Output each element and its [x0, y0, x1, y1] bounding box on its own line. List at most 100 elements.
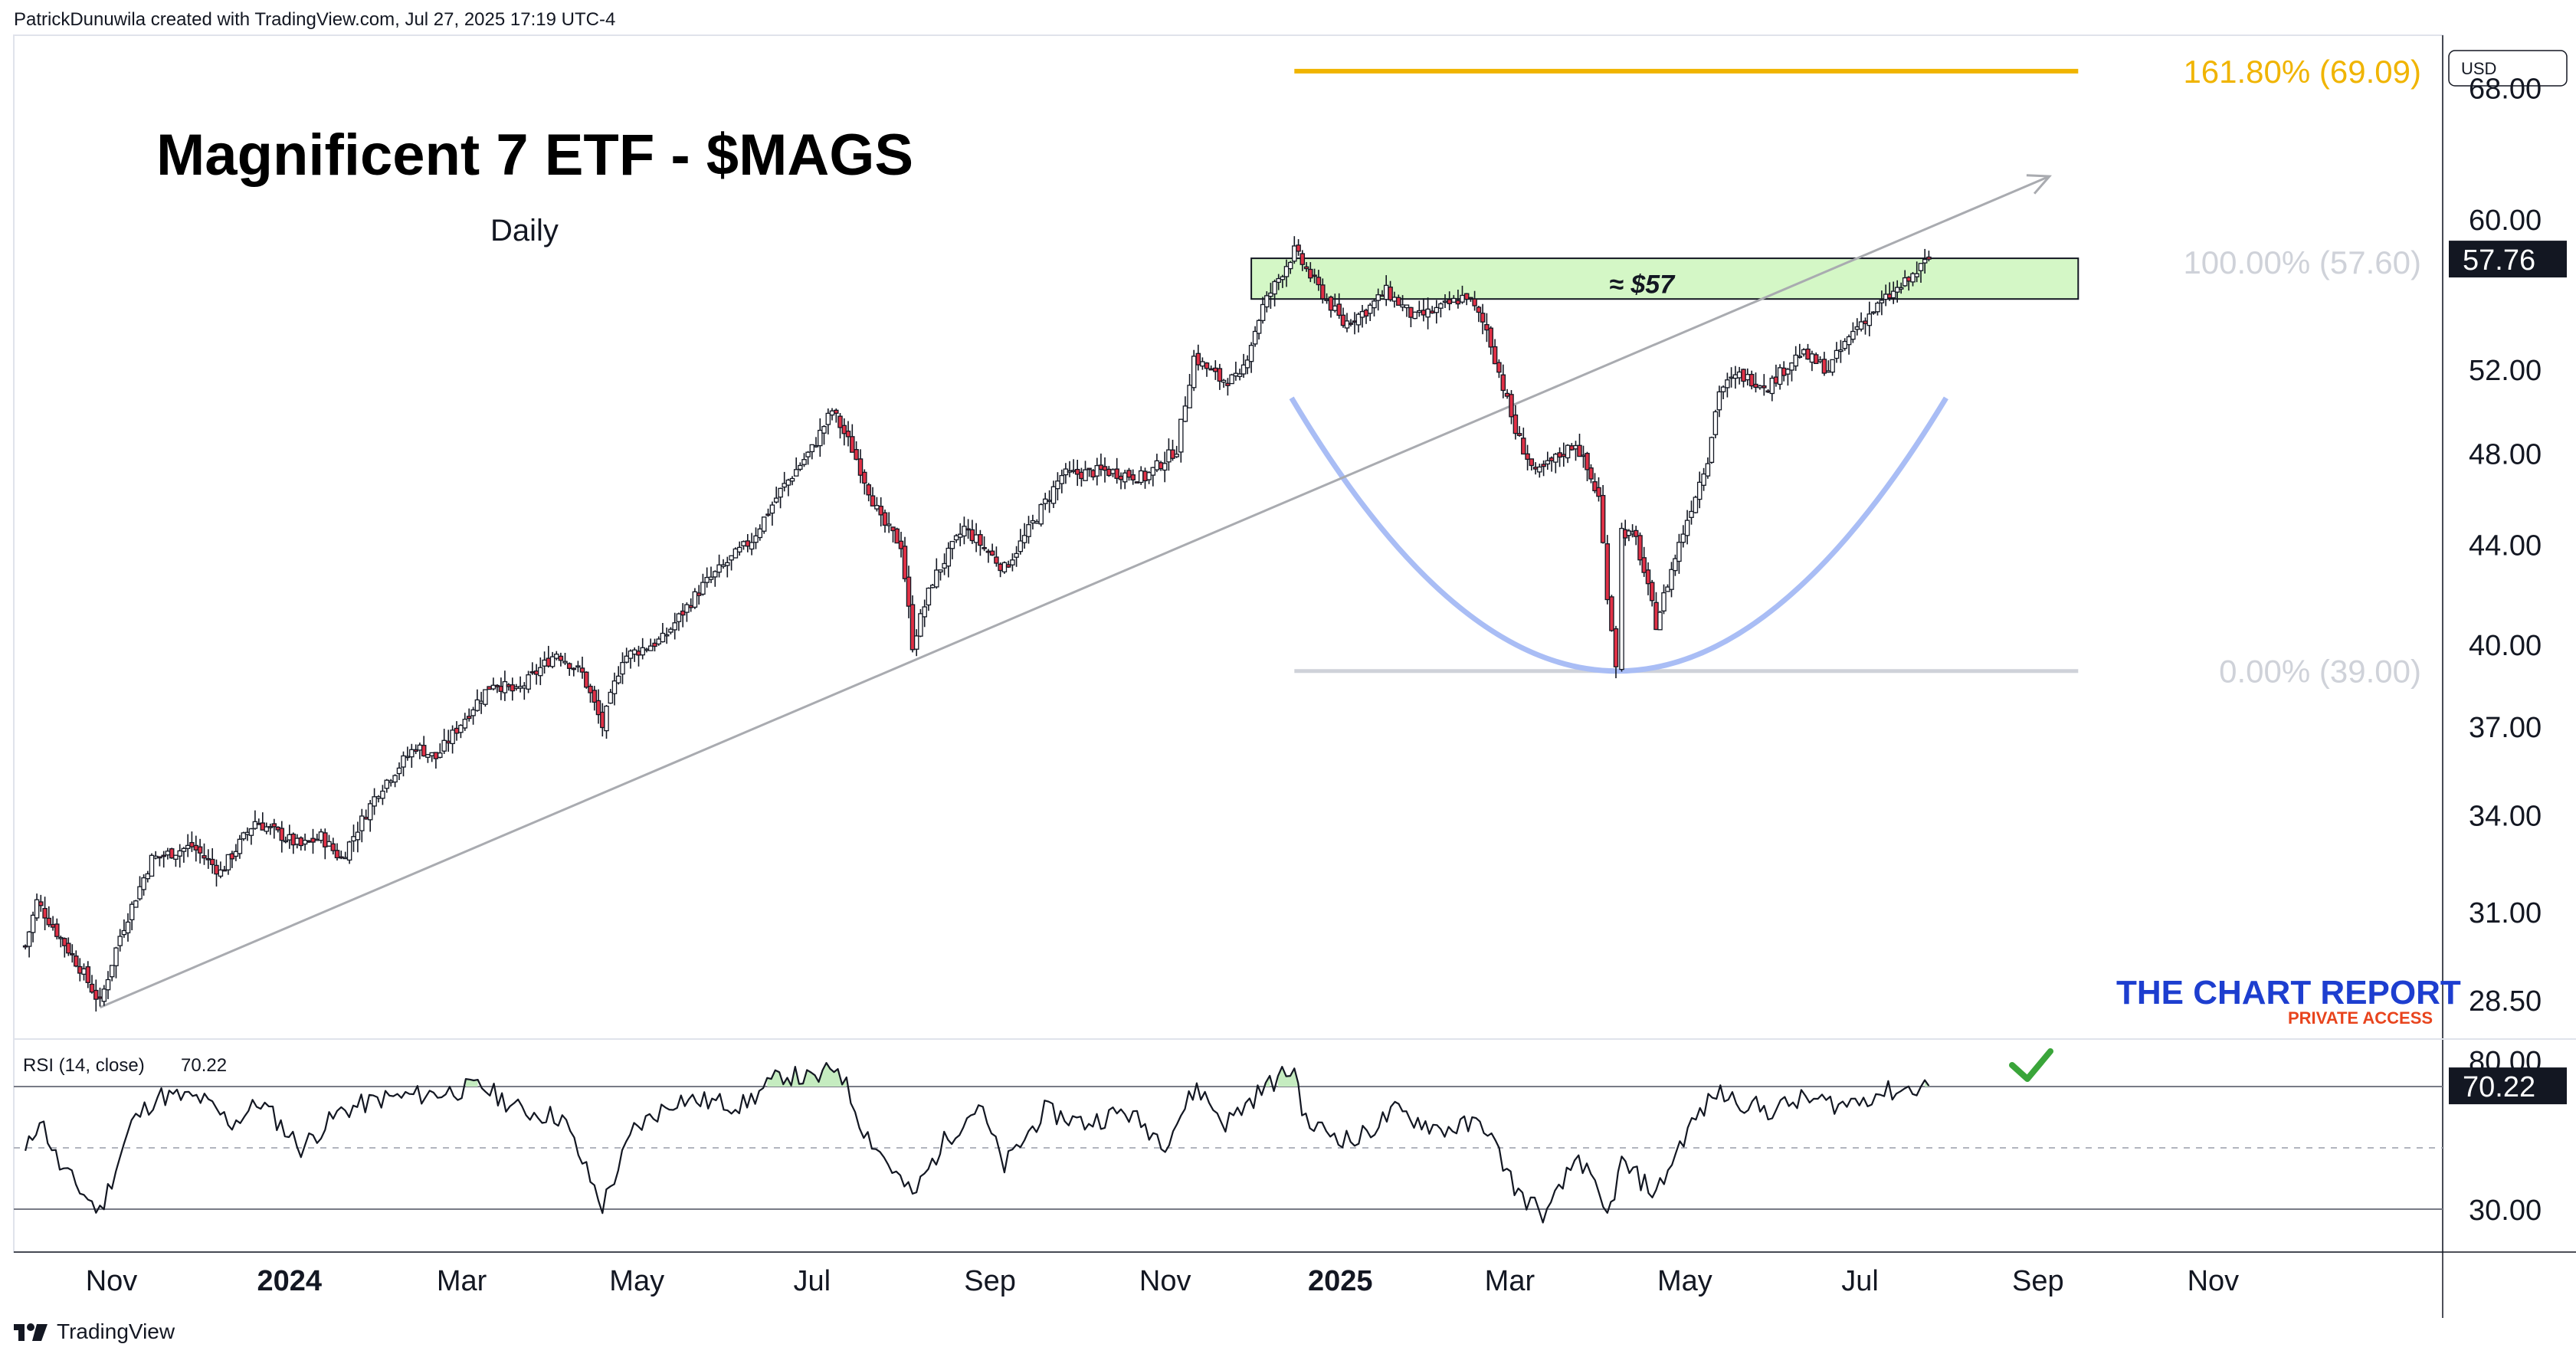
candle — [1142, 467, 1148, 489]
candle-body — [604, 705, 609, 732]
candle-body — [218, 869, 224, 877]
candle-body — [202, 855, 207, 859]
candle — [1736, 366, 1742, 385]
candle-body — [1696, 481, 1703, 500]
candle — [1328, 295, 1334, 318]
candle — [1299, 250, 1306, 271]
candle — [1509, 390, 1514, 425]
candle — [302, 833, 308, 851]
candle — [323, 828, 328, 860]
candle-body — [1146, 472, 1152, 480]
candle-body — [725, 562, 730, 566]
candle-body — [1684, 520, 1690, 536]
candle — [1609, 595, 1614, 632]
candle-body — [478, 700, 484, 704]
candle-body — [1657, 611, 1663, 631]
candle — [478, 691, 484, 714]
candle — [189, 831, 195, 852]
candle — [380, 785, 385, 805]
candle — [575, 661, 581, 673]
usd-label-box — [2448, 50, 2568, 87]
candle — [894, 527, 900, 544]
candle-body — [1863, 320, 1868, 324]
candle — [70, 944, 75, 963]
candle-body — [375, 796, 382, 799]
candle — [1549, 456, 1555, 472]
candle-body — [355, 831, 361, 841]
candle-body — [882, 512, 888, 526]
candle — [566, 662, 572, 676]
candle-body — [326, 841, 332, 847]
candle — [26, 930, 32, 958]
candle — [1074, 460, 1080, 487]
candle-body — [664, 634, 670, 637]
candle — [1480, 303, 1486, 335]
candle — [1789, 362, 1794, 382]
candle — [668, 627, 673, 634]
candle-body — [1914, 273, 1919, 277]
candle-body — [1272, 280, 1277, 295]
candle-body — [1264, 295, 1270, 308]
candle — [1170, 439, 1175, 461]
candle — [326, 834, 332, 847]
candle-body — [704, 576, 710, 583]
candle — [1154, 454, 1160, 473]
candle — [672, 612, 677, 640]
candle-body — [749, 542, 755, 550]
candle — [474, 689, 480, 712]
candle — [1922, 248, 1928, 274]
candle — [1875, 301, 1880, 316]
candle — [1476, 306, 1482, 323]
candle-body — [30, 914, 36, 933]
candle-body — [973, 534, 979, 543]
candle — [909, 595, 916, 653]
candle-body — [1500, 374, 1506, 392]
candle — [640, 638, 645, 660]
tradingview-logo[interactable]: TradingView — [14, 1319, 175, 1344]
candle — [490, 677, 497, 690]
candle-body — [1817, 359, 1823, 362]
candle — [252, 810, 258, 830]
candle-body — [1166, 449, 1172, 463]
candle-body — [502, 680, 508, 693]
candle-body — [1830, 359, 1835, 373]
candle — [355, 821, 361, 853]
candle — [339, 851, 344, 860]
candle — [870, 487, 876, 506]
candle — [1233, 362, 1239, 381]
candle-body — [487, 686, 492, 690]
candle-body — [1797, 356, 1803, 359]
candle-body — [359, 815, 365, 831]
candle-body — [193, 844, 199, 851]
candle-body — [769, 504, 775, 514]
candle — [1725, 372, 1730, 398]
candle — [1034, 519, 1040, 524]
candle — [1693, 495, 1699, 513]
candle — [1561, 442, 1567, 467]
candle-body — [1142, 470, 1148, 482]
price-tick-label: 37.00 — [2469, 712, 2542, 744]
candle-body — [1641, 557, 1647, 573]
candle — [425, 754, 431, 763]
candle — [1303, 262, 1309, 272]
candle-body — [1042, 498, 1048, 504]
candle — [1312, 268, 1317, 284]
candle-body — [620, 661, 625, 675]
candle — [862, 469, 867, 495]
candle-body — [668, 628, 673, 633]
candle — [741, 540, 746, 550]
candle-body — [1208, 368, 1214, 371]
candle — [502, 670, 508, 701]
candle-body — [989, 550, 995, 556]
candle-body — [1488, 327, 1493, 348]
candle-body — [323, 832, 328, 847]
candle-body — [1442, 300, 1448, 303]
candle — [845, 421, 851, 447]
candle-body — [1375, 294, 1381, 301]
candle — [1696, 471, 1703, 509]
candle-body — [942, 562, 947, 569]
candle-body — [647, 645, 654, 651]
candle-body — [608, 691, 614, 704]
candle-body — [1221, 379, 1227, 383]
